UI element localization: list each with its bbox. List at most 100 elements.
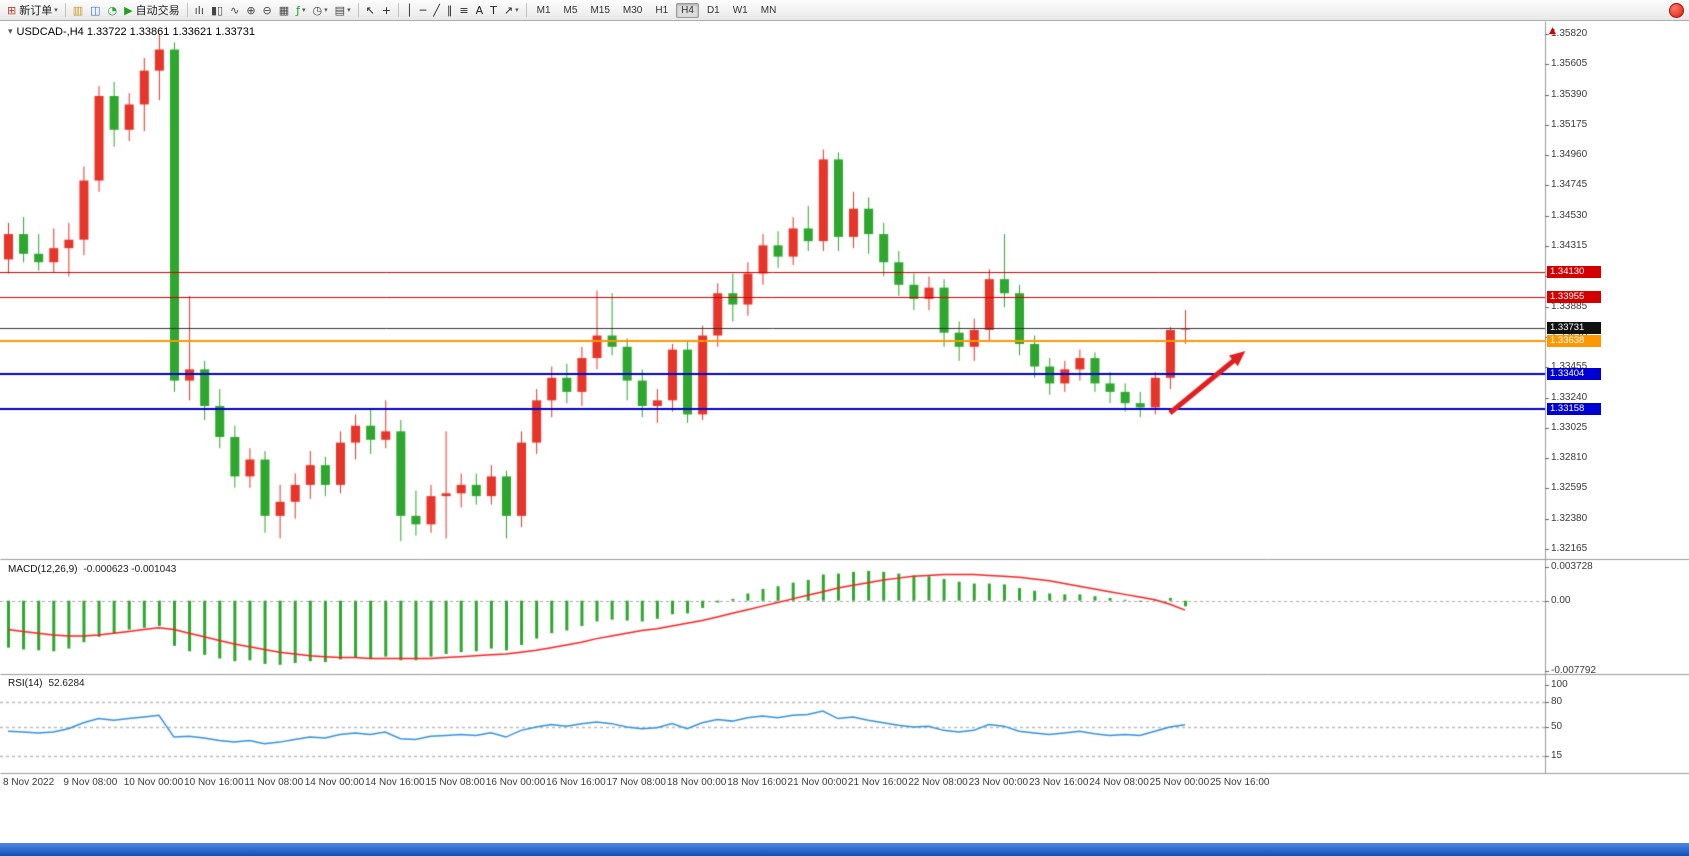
sounds-icon[interactable]: ◔ [105, 2, 121, 19]
caret-down-icon: ▾ [515, 6, 519, 14]
toolbar-separator [525, 3, 527, 17]
zoom-in-icon: ⊕ [246, 3, 256, 17]
horizontal-line-icon[interactable]: ─ [417, 2, 430, 19]
price-axis-tick: 1.32165 [1551, 542, 1588, 554]
timeframe-button-H1[interactable]: H1 [655, 4, 669, 16]
time-axis-label: 16 Nov 16:00 [546, 777, 606, 788]
vertical-line-icon[interactable]: │ [403, 2, 416, 19]
templates-icon[interactable]: ▤ ▾ [332, 2, 354, 19]
chart-canvas[interactable] [0, 21, 1689, 793]
bar-chart-mode-icon: ıIı [194, 3, 204, 17]
notification-icon[interactable] [1669, 3, 1684, 18]
profiles-icon[interactable]: ◫ [87, 2, 103, 19]
label-icon: T [490, 3, 497, 17]
market-watch-icon: ▥ [72, 3, 84, 17]
macd-indicator-label: MACD(12,26,9) -0.000623 -0.001043 [8, 564, 176, 575]
timeframe-button-M30[interactable]: M30 [622, 4, 643, 16]
chart-window: ▾ USDCAD-,H4 1.33722 1.33861 1.33621 1.3… [0, 21, 1689, 793]
price-axis-tick: 1.34315 [1551, 240, 1588, 252]
timeframe-button-MN[interactable]: MN [760, 4, 777, 16]
trendline-icon[interactable]: ╱ [430, 2, 443, 19]
price-line-label[interactable]: 1.33404 [1547, 368, 1601, 381]
autotrading-button[interactable]: ▶ 自动交易 [121, 2, 182, 19]
sounds-icon: ◔ [107, 3, 118, 17]
time-axis-label: 15 Nov 08:00 [425, 777, 485, 788]
price-line-label[interactable]: 1.33731 [1547, 322, 1601, 335]
price-line-label[interactable]: 1.33955 [1547, 290, 1601, 303]
timeframe-button-H4[interactable]: H4 [676, 2, 699, 18]
price-axis-tick: 1.35390 [1551, 88, 1588, 100]
chart-ohlc-title: ▾ USDCAD-,H4 1.33722 1.33861 1.33621 1.3… [8, 26, 255, 38]
toolbar-separator [186, 3, 188, 17]
text-icon[interactable]: A [473, 2, 487, 19]
periods-icon: ◷ [312, 3, 323, 17]
price-axis-tick: 1.35820 [1551, 28, 1588, 39]
macd-name: MACD(12,26,9) [8, 564, 78, 575]
toolbar-separator [64, 3, 66, 17]
rsi-value: 52.6284 [48, 678, 85, 689]
taskbar-strip [0, 843, 1689, 856]
time-axis-label: 21 Nov 16:00 [847, 777, 908, 788]
arrows-icon[interactable]: ↗ ▾ [501, 2, 522, 19]
price-axis-tick: 1.32380 [1551, 512, 1588, 524]
caret-down-icon: ▾ [302, 6, 306, 14]
time-axis-label: 11 Nov 08:00 [244, 777, 304, 788]
price-axis-tick: 1.32810 [1551, 452, 1588, 464]
rsi-axis-tick: 15 [1551, 750, 1563, 762]
time-axis-label: 17 Nov 08:00 [606, 777, 667, 788]
label-icon[interactable]: T [487, 2, 500, 19]
price-axis-tick: 1.33455 [1551, 361, 1588, 373]
fibonacci-icon[interactable]: ≡ [456, 2, 471, 19]
tile-windows-icon[interactable]: ▦ [276, 2, 292, 19]
periods-icon[interactable]: ◷ ▾ [310, 2, 331, 19]
macd-values: -0.000623 -0.001043 [83, 564, 177, 575]
timeframe-button-W1[interactable]: W1 [732, 4, 748, 16]
new-order-button[interactable]: ⊞ 新订单 ▾ [4, 2, 61, 19]
time-axis-label: 8 Nov 2022 [3, 777, 55, 788]
rsi-indicator-label: RSI(14) 52.6284 [8, 678, 85, 689]
timeframe-button-M5[interactable]: M5 [563, 4, 578, 16]
channel-icon: ∥ [446, 3, 453, 17]
new-order-icon: ⊞ [7, 3, 17, 17]
time-axis-label: 14 Nov 16:00 [365, 777, 425, 788]
zoom-out-icon: ⊖ [262, 3, 272, 17]
timeframe-button-M1[interactable]: M1 [536, 4, 551, 16]
cursor-icon[interactable]: ↖ [363, 2, 378, 19]
rsi-axis-tick: 80 [1551, 695, 1563, 707]
rsi-name: RSI(14) [8, 678, 43, 689]
bar-chart-mode-icon[interactable]: ıIı [192, 2, 207, 19]
time-axis-label: 25 Nov 00:00 [1149, 777, 1210, 788]
toolbar-separator [398, 3, 400, 17]
time-axis-label: 18 Nov 16:00 [727, 777, 787, 788]
candlestick-mode-icon[interactable]: ▮▯ [208, 2, 226, 19]
fibonacci-icon: ≡ [459, 3, 469, 17]
zoom-in-icon[interactable]: ⊕ [243, 2, 258, 19]
timeframe-button-M15[interactable]: M15 [590, 4, 610, 16]
price-axis-tick: 1.34960 [1551, 149, 1588, 161]
price-axis-tick: 1.34745 [1551, 179, 1588, 191]
market-watch-icon[interactable]: ▥ [70, 2, 86, 19]
caret-down-icon: ▾ [54, 6, 58, 14]
new-order-button-label: 新订单 [19, 5, 53, 17]
price-line-label[interactable]: 1.33158 [1547, 403, 1601, 416]
autotrading-button-label: 自动交易 [135, 5, 180, 17]
price-axis-tick: 1.32595 [1551, 482, 1588, 494]
zoom-out-icon[interactable]: ⊖ [260, 2, 275, 19]
channel-icon[interactable]: ∥ [444, 2, 456, 19]
ohlc-title-text: USDCAD-,H4 1.33722 1.33861 1.33621 1.337… [16, 26, 256, 38]
horizontal-line-icon: ─ [419, 3, 427, 17]
indicators-icon[interactable]: ƒ ▾ [293, 2, 308, 19]
crosshair-icon: + [381, 3, 392, 17]
time-axis-label: 14 Nov 00:00 [304, 777, 365, 788]
time-axis-label: 18 Nov 00:00 [666, 777, 727, 788]
trendline-icon: ╱ [433, 3, 440, 17]
price-line-label[interactable]: 1.34130 [1547, 266, 1601, 279]
timeframe-button-D1[interactable]: D1 [706, 4, 720, 16]
line-chart-mode-icon: ∿ [230, 3, 240, 17]
line-chart-mode-icon[interactable]: ∿ [227, 2, 242, 19]
crosshair-icon[interactable]: + [379, 2, 394, 19]
price-axis-tick: 1.35605 [1551, 58, 1588, 70]
price-line-label[interactable]: 1.33638 [1547, 335, 1601, 348]
templates-icon: ▤ [334, 3, 346, 17]
time-axis-label: 23 Nov 00:00 [968, 777, 1029, 788]
